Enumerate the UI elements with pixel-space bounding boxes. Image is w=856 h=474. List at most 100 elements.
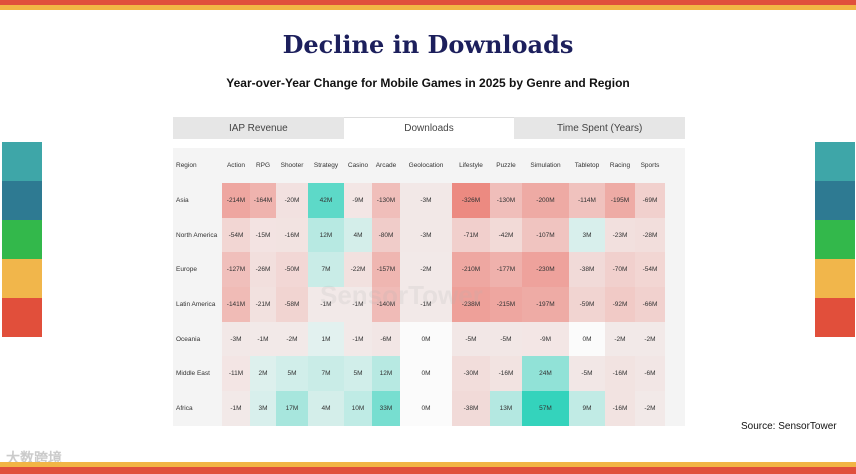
- heatmap-cell: -195M: [605, 183, 635, 218]
- heatmap-cell: -210M: [452, 252, 490, 288]
- heatmap-cell: -3M: [400, 183, 452, 218]
- chart-title: Decline in Downloads: [282, 30, 574, 59]
- heatmap-cell: -59M: [569, 287, 605, 322]
- table-row: North America -54M -15M -16M 12M 4M -80M -3M -71…: [173, 217, 685, 253]
- heatmap-cell: 0M: [569, 321, 605, 357]
- header-strategy: Strategy: [308, 148, 344, 183]
- row-label: North America: [173, 217, 222, 253]
- heatmap-cell: -2M: [635, 391, 665, 426]
- heatmap-cell: 7M: [308, 252, 344, 288]
- header-geolocation: Geolocation: [400, 148, 452, 183]
- heatmap-cell: -54M: [222, 217, 250, 253]
- heatmap-cell: 17M: [276, 391, 308, 426]
- heatmap-cell: -214M: [222, 183, 250, 218]
- heatmap-cell: -6M: [372, 321, 400, 357]
- heatmap-cell: -2M: [605, 321, 635, 357]
- heatmap-cell: -141M: [222, 287, 250, 322]
- heatmap-cell: -3M: [222, 321, 250, 357]
- heatmap-cell: -1M: [250, 321, 276, 357]
- heatmap-cell: -5M: [490, 321, 522, 357]
- heatmap-cell: 9M: [569, 391, 605, 426]
- heatmap-cell: -54M: [635, 252, 665, 288]
- header-row: Region Action RPG Shooter Strategy Casino Arca…: [173, 148, 685, 183]
- heatmap-cell: -20M: [276, 183, 308, 218]
- heatmap-cell: 3M: [569, 217, 605, 253]
- heatmap-cell: -16M: [490, 356, 522, 392]
- heatmap-cell: -30M: [452, 356, 490, 392]
- tab-downloads[interactable]: Downloads: [343, 117, 515, 139]
- header-simulation: Simulation: [522, 148, 569, 183]
- table-row: Latin America -141M -21M -58M -1M -1M -140M -1M…: [173, 287, 685, 322]
- header-tabletop: Tabletop: [569, 148, 605, 183]
- header-casino: Casino: [344, 148, 372, 183]
- heatmap-cell: -9M: [344, 183, 372, 218]
- heatmap-cell: -1M: [222, 391, 250, 426]
- heatmap-cell: -3M: [400, 217, 452, 253]
- heatmap-cell: 2M: [250, 356, 276, 392]
- heatmap-cell: -238M: [452, 287, 490, 322]
- heatmap-cell: -21M: [250, 287, 276, 322]
- watermark: SensorTower: [320, 280, 483, 310]
- heatmap-cell: 57M: [522, 391, 569, 426]
- heatmap-cell: -42M: [490, 217, 522, 253]
- heatmap-cell: 0M: [400, 356, 452, 392]
- heatmap-cell: -16M: [605, 391, 635, 426]
- table-row: Middle East -11M 2M 5M 7M 5M 12M 0M -30M -16M 24M -…: [173, 356, 685, 392]
- table-row: Europe -127M -26M -50M 7M -22M -157M -2M -210M -1…: [173, 252, 685, 288]
- heatmap-cell: -1M: [344, 287, 372, 322]
- heatmap-cell: -5M: [452, 321, 490, 357]
- heatmap-cell: -11M: [222, 356, 250, 392]
- header-racing: Racing: [605, 148, 635, 183]
- source-note: Source: SensorTower: [741, 421, 837, 432]
- table-row: Oceania -3M -1M -2M 1M -1M -6M 0M -5M -5M -9M 0M -2M…: [173, 321, 685, 357]
- heatmap-cell: 0M: [400, 321, 452, 357]
- heatmap-cell: -200M: [522, 183, 569, 218]
- header-shooter: Shooter: [276, 148, 308, 183]
- heatmap-cell: -38M: [452, 391, 490, 426]
- heatmap-cell: -23M: [605, 217, 635, 253]
- row-label: Asia: [173, 183, 222, 218]
- heatmap-cell: -197M: [522, 287, 569, 322]
- heatmap-cell: 42M: [308, 183, 344, 218]
- heatmap-cell: -326M: [452, 183, 490, 218]
- heatmap-cell: 4M: [308, 391, 344, 426]
- heatmap-cell: 5M: [344, 356, 372, 392]
- top-red-stripe: [0, 0, 856, 5]
- tab-iap-revenue[interactable]: IAP Revenue: [173, 117, 344, 139]
- heatmap-cell: -130M: [372, 183, 400, 218]
- heatmap-cell: -2M: [635, 321, 665, 357]
- top-yellow-stripe: [0, 5, 856, 10]
- heatmap-cell: -26M: [250, 252, 276, 288]
- heatmap-cell: -157M: [372, 252, 400, 288]
- heatmap-cell: 13M: [490, 391, 522, 426]
- heatmap-cell: 33M: [372, 391, 400, 426]
- heatmap-cell: -66M: [635, 287, 665, 322]
- heatmap-cell: -1M: [400, 287, 452, 322]
- heatmap-cell: -16M: [276, 217, 308, 253]
- header-puzzle: Puzzle: [490, 148, 522, 183]
- heatmap-cell: -5M: [569, 356, 605, 392]
- heatmap-cell: -107M: [522, 217, 569, 253]
- heatmap-cell: -80M: [372, 217, 400, 253]
- row-label: Latin America: [173, 287, 222, 322]
- heatmap-cell: -70M: [605, 252, 635, 288]
- heatmap-cell: 12M: [372, 356, 400, 392]
- heatmap-cell: -50M: [276, 252, 308, 288]
- heatmap-table: Region Action RPG Shooter Strategy Casino Arca…: [173, 148, 685, 426]
- tab-time-spent[interactable]: Time Spent (Years): [514, 117, 686, 139]
- table-row: Asia -214M -164M -20M 42M -9M -130M -3M -326M -13…: [173, 183, 685, 218]
- heatmap-cell: 24M: [522, 356, 569, 392]
- right-color-strip: [815, 142, 855, 337]
- heatmap-cell: -9M: [522, 321, 569, 357]
- heatmap-cell: -92M: [605, 287, 635, 322]
- heatmap-cell: 0M: [400, 391, 452, 426]
- heatmap-cell: -69M: [635, 183, 665, 218]
- heatmap-cell: -2M: [400, 252, 452, 288]
- heatmap-cell: -71M: [452, 217, 490, 253]
- header-rpg: RPG: [250, 148, 276, 183]
- heatmap-cell: 12M: [308, 217, 344, 253]
- heatmap-cell: -164M: [250, 183, 276, 218]
- header-arcade: Arcade: [372, 148, 400, 183]
- heatmap-cell: -230M: [522, 252, 569, 288]
- heatmap-cell: 4M: [344, 217, 372, 253]
